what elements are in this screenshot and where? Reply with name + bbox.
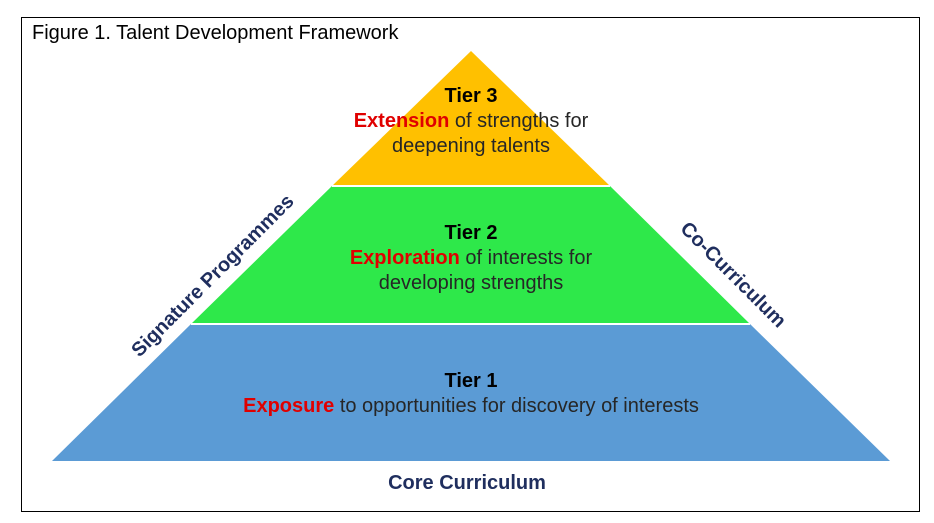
- figure-title: Figure 1. Talent Development Framework: [32, 22, 399, 44]
- tier-1-heading: Tier 1: [444, 370, 498, 392]
- tier-3-text: Tier 3 Extension of strengths for deepen…: [271, 84, 671, 159]
- tier-3-line-1-rest: of strengths for: [449, 110, 589, 132]
- tier-2-shape: [191, 186, 750, 324]
- tier-2-line-1-rest: of interests for: [459, 247, 593, 269]
- tier-1-shape: [52, 324, 890, 461]
- tier-3-keyword: Extension: [353, 110, 450, 132]
- tier-3-line-1: Extension of strengths for: [271, 109, 671, 134]
- tier-1-keyword: Exposure: [243, 395, 335, 417]
- tier-2-line-2: developing strengths: [378, 272, 564, 294]
- tier-3-heading: Tier 3: [444, 85, 498, 107]
- tier-3-shape: [332, 51, 610, 186]
- tier-1-text: Tier 1 Exposure to opportunities for dis…: [171, 369, 771, 419]
- tier-2-keyword: Exploration: [349, 247, 460, 269]
- figure-frame: [21, 17, 920, 512]
- tier-1-line-1: Exposure to opportunities for discovery …: [171, 394, 771, 419]
- tier-1-line-1-rest: to opportunities for discovery of intere…: [334, 395, 699, 417]
- tier-2-line-1: Exploration of interests for: [271, 246, 671, 271]
- tier-2-heading: Tier 2: [444, 222, 498, 244]
- tier-2-text: Tier 2 Exploration of interests for deve…: [271, 221, 671, 296]
- tier-3-line-2: deepening talents: [392, 135, 550, 157]
- base-label: Core Curriculum: [388, 472, 546, 494]
